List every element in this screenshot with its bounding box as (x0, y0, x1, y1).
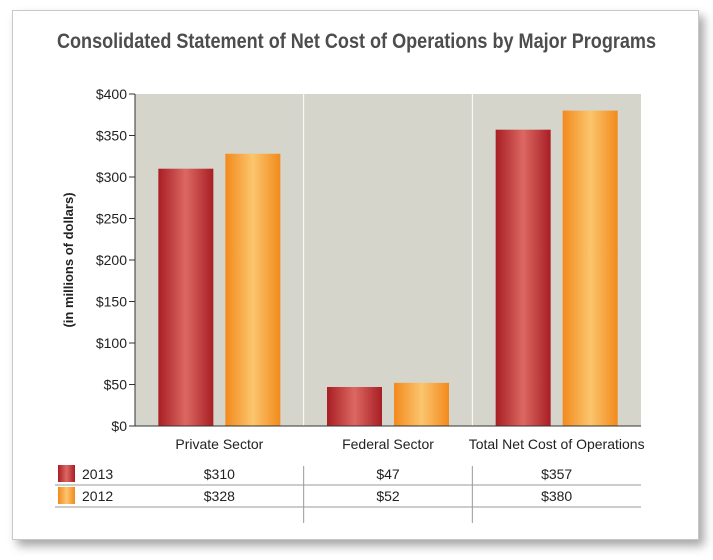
legend-swatch-2012 (58, 487, 75, 504)
legend-label: 2013 (82, 466, 113, 482)
x-tick-label: Private Sector (175, 436, 263, 452)
y-tick-label: $150 (96, 294, 127, 310)
x-tick-label: Total Net Cost of Operations (469, 436, 645, 452)
bar-2013-1 (327, 386, 382, 426)
y-tick-label: $400 (96, 86, 127, 102)
y-tick-label: $0 (111, 418, 127, 434)
table-cell: $328 (204, 488, 235, 504)
bar-2013-2 (495, 129, 551, 426)
y-axis-label: (in millions of dollars) (61, 192, 76, 327)
table-cell: $47 (376, 466, 400, 482)
bar-2012-1 (394, 382, 449, 426)
table-cell: $310 (204, 466, 235, 482)
table-cell: $380 (541, 488, 572, 504)
bar-2013-0 (158, 168, 214, 426)
table-cell: $52 (376, 488, 400, 504)
y-tick-label: $250 (96, 211, 127, 227)
y-tick-label: $200 (96, 252, 127, 268)
y-tick-label: $300 (96, 169, 127, 185)
x-tick-label: Federal Sector (342, 436, 434, 452)
y-tick-label: $50 (104, 377, 128, 393)
bar-2012-2 (562, 110, 618, 426)
table-cell: $357 (541, 466, 572, 482)
chart-title: Consolidated Statement of Net Cost of Op… (56, 30, 657, 53)
bar-2012-0 (225, 153, 281, 426)
y-tick-label: $350 (96, 128, 127, 144)
plot-area (135, 94, 641, 426)
legend-swatch-2013 (58, 465, 75, 482)
y-tick-label: $100 (96, 335, 127, 351)
legend-label: 2012 (82, 488, 113, 504)
